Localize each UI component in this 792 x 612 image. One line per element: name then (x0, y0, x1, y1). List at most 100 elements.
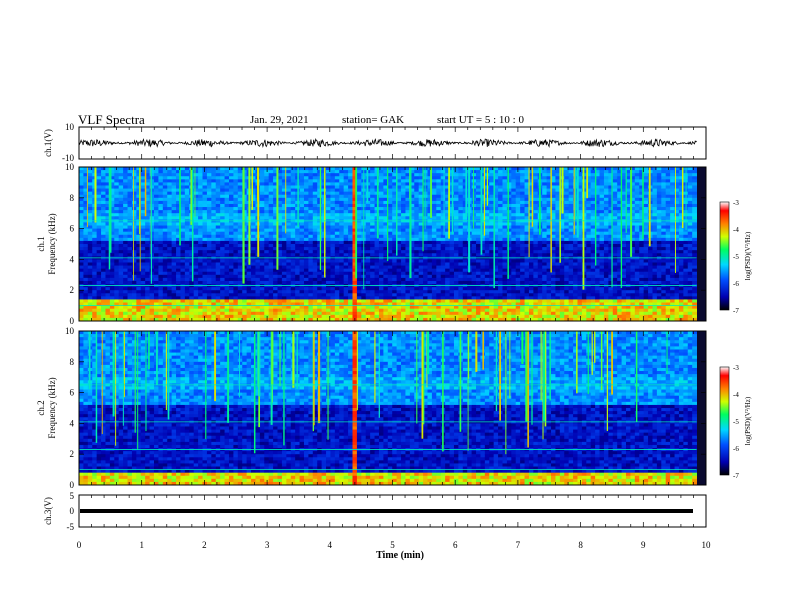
spectrogram-cell (92, 228, 98, 233)
spectrogram-cell (312, 314, 318, 319)
spectrogram-cell (409, 179, 415, 183)
spectrogram-cell (290, 176, 296, 180)
spectrogram-cell (409, 203, 415, 208)
spectrogram-cell (96, 317, 102, 322)
spectrogram-cell (471, 191, 477, 196)
spectrogram-cell (453, 173, 459, 177)
spectrogram-cell (436, 191, 442, 196)
spectrogram-cell (401, 200, 406, 205)
spectrogram-cell (418, 308, 424, 313)
spectrogram-cell (378, 253, 384, 257)
spectrogram-cell (123, 259, 128, 263)
spectrogram-cell (105, 216, 111, 220)
spectrogram-cell (449, 262, 455, 266)
spectrogram-cell (281, 185, 287, 189)
spectrogram-cell (193, 207, 199, 211)
spectrogram-cell (436, 305, 442, 310)
spectrogram-cell (153, 314, 159, 319)
spectrogram-cell (498, 265, 503, 270)
spectrogram-cell (171, 268, 177, 273)
spectrogram-cell (392, 194, 398, 199)
spectrogram-cell (145, 290, 150, 294)
spectrogram-cell (237, 287, 243, 291)
spectrogram-cell (290, 210, 296, 214)
spectrogram-cell (105, 237, 111, 242)
spectrogram-cell (427, 311, 433, 316)
spectrogram-cell (414, 173, 420, 177)
spectrogram-cell (87, 287, 93, 291)
spectrogram-cell (295, 265, 300, 270)
spectrogram-cell (96, 247, 102, 251)
spectrogram-cell (308, 228, 314, 233)
spectrogram-cell (445, 271, 450, 276)
spectrogram-cell (202, 203, 208, 208)
spectrogram-cell (176, 170, 181, 174)
spectrogram-cell (105, 197, 111, 202)
spectrogram-cell (114, 287, 120, 291)
spectrogram-cell (149, 185, 155, 189)
spectrogram-cell (242, 308, 248, 313)
spectrogram-cell (453, 277, 459, 282)
spectrogram-cell (233, 290, 239, 294)
spectrogram-cell (290, 234, 296, 239)
spectrogram-cell (176, 280, 181, 285)
spectrogram-cell (462, 182, 468, 186)
spectrogram-cell (476, 317, 481, 322)
spectrogram-cell (202, 302, 208, 306)
spectrogram-cell (308, 308, 314, 313)
spectrogram-cell (312, 234, 318, 239)
spectrogram-cell (348, 225, 353, 229)
spectrogram-cell (356, 207, 362, 211)
spectrogram-cell (158, 308, 164, 313)
spectrogram-cell (427, 265, 433, 270)
spectrogram-cell (383, 216, 389, 220)
spectrogram-cell (176, 290, 181, 294)
spectrogram-cell (396, 228, 402, 233)
spectrogram-cell (312, 231, 318, 236)
spectrogram-cell (356, 280, 362, 285)
spectrogram-cell (414, 271, 420, 276)
spectrogram-cell (259, 268, 265, 273)
spectrogram-cell (109, 268, 115, 273)
spectrogram-cell (153, 253, 159, 257)
spectrogram-cell (242, 302, 248, 306)
spectrogram-cell (264, 194, 270, 199)
spectrogram-cell (493, 244, 499, 248)
spectrogram-cell (396, 308, 402, 313)
spectrogram-cell (92, 231, 98, 236)
spectrogram-cell (387, 188, 393, 193)
spectrogram-cell (268, 277, 274, 282)
spectrogram-cell (449, 299, 455, 303)
spectrogram-cell (118, 244, 124, 248)
spectrogram-cell (109, 173, 115, 177)
spectrogram-cell (458, 247, 464, 251)
spectrogram-cell (356, 237, 362, 242)
spectrogram-cell (123, 191, 128, 196)
spectrogram-cell (149, 203, 155, 208)
spectrogram-cell (149, 265, 155, 270)
spectrogram-cell (370, 207, 375, 211)
spectrogram-cell (259, 259, 265, 263)
spectrogram-cell (383, 287, 389, 291)
spectrogram-cell (299, 296, 305, 300)
spectrogram-cell (180, 203, 186, 208)
spectrogram-cell (392, 237, 398, 242)
spectrogram-cell (290, 207, 296, 211)
spectrogram-cell (321, 317, 327, 322)
spectrogram-cell (246, 302, 252, 306)
spectrogram-cell (378, 314, 384, 319)
spectrogram-cell (206, 213, 212, 217)
spectrogram-cell (286, 173, 292, 177)
spectrogram-cell (264, 262, 270, 266)
spectrogram-cell (233, 237, 239, 242)
spectrogram-cell (127, 262, 133, 266)
spectrogram-cell (206, 259, 212, 263)
spectrogram-cell (136, 176, 142, 180)
spectrogram-cell (286, 277, 292, 282)
spectrogram-cell (79, 222, 84, 226)
spectrogram-cell (418, 179, 424, 183)
spectrogram-cell (348, 170, 353, 174)
spectrogram-cell (396, 265, 402, 270)
spectrogram-cell (458, 293, 464, 297)
spectrogram-cell (299, 213, 305, 217)
